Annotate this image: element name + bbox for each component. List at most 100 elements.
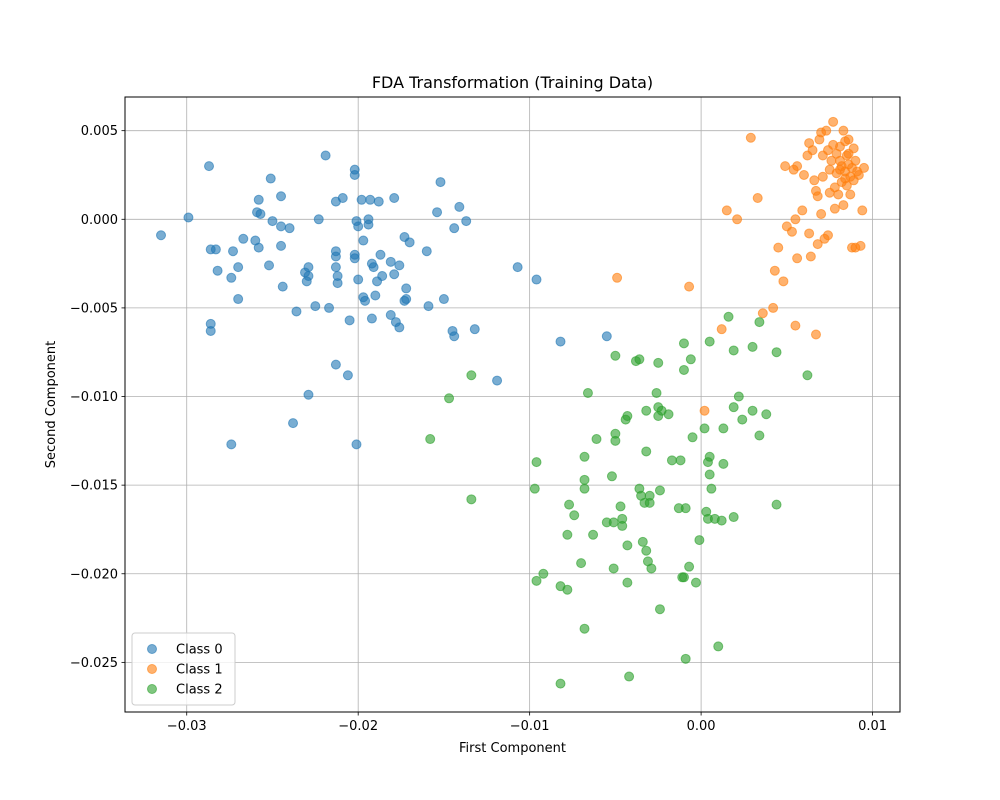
data-point-class-1: [797, 205, 808, 216]
legend-marker: [147, 664, 157, 674]
data-point-class-2: [529, 483, 540, 494]
data-point-class-0: [404, 237, 415, 248]
data-point-class-1: [745, 132, 756, 143]
data-point-class-0: [330, 251, 341, 262]
data-point-class-2: [704, 469, 715, 480]
legend-marker: [147, 684, 157, 694]
data-point-class-2: [690, 577, 701, 588]
data-point-class-2: [651, 387, 662, 398]
x-tick-label: 0.01: [858, 719, 887, 734]
data-point-class-0: [264, 260, 275, 271]
data-point-class-2: [579, 483, 590, 494]
data-point-class-2: [641, 405, 652, 416]
data-point-class-1: [850, 155, 861, 166]
axis-ticks: −0.03 −0.02 −0.01 0.00 0.01 0.005 0.000 −0.005 −…: [70, 124, 887, 734]
data-point-class-2: [704, 451, 715, 462]
x-axis-label: First Component: [459, 741, 566, 756]
data-point-class-1: [838, 125, 849, 136]
data-point-class-2: [694, 535, 705, 546]
data-point-class-0: [303, 262, 314, 273]
data-point-class-0: [366, 313, 377, 324]
data-point-class-0: [324, 302, 335, 313]
data-point-class-1: [810, 329, 821, 340]
y-axis-label: Second Component: [44, 341, 59, 468]
data-point-class-0: [288, 418, 299, 429]
data-point-class-2: [531, 457, 542, 468]
data-point-class-1: [838, 200, 849, 211]
legend-label: Class 2: [176, 683, 223, 698]
data-point-class-2: [704, 336, 715, 347]
data-point-class-0: [337, 193, 348, 204]
data-point-class-1: [790, 214, 801, 225]
data-point-class-0: [377, 271, 388, 282]
data-point-class-2: [617, 520, 628, 531]
data-point-class-2: [754, 317, 765, 328]
data-point-class-0: [449, 331, 460, 342]
data-point-class-0: [226, 272, 237, 283]
data-point-class-2: [538, 568, 549, 579]
data-point-class-0: [291, 306, 302, 317]
data-point-class-2: [641, 545, 652, 556]
data-point-class-0: [421, 246, 432, 257]
legend-box: [131, 632, 236, 706]
data-point-class-0: [353, 274, 364, 285]
data-point-class-2: [634, 354, 645, 365]
data-point-class-2: [761, 409, 772, 420]
chart-title: FDA Transformation (Training Data): [372, 73, 653, 92]
data-point-class-0: [438, 294, 449, 305]
data-point-class-0: [449, 223, 460, 234]
data-point-class-2: [718, 423, 729, 434]
data-point-class-2: [675, 455, 686, 466]
legend: Class 0 Class 1 Class 2: [131, 632, 236, 706]
data-point-class-0: [255, 208, 266, 219]
data-point-class-2: [608, 563, 619, 574]
data-point-class-0: [267, 216, 278, 227]
data-point-class-0: [276, 191, 287, 202]
data-point-class-0: [303, 271, 314, 282]
data-point-class-2: [579, 623, 590, 634]
data-point-class-1: [721, 205, 732, 216]
data-point-class-2: [588, 529, 599, 540]
y-tick-label: −0.020: [70, 567, 118, 582]
data-point-class-1: [780, 161, 791, 172]
data-point-class-1: [716, 324, 727, 335]
data-point-class-1: [805, 251, 816, 262]
data-point-class-1: [769, 265, 780, 276]
data-point-class-1: [843, 134, 854, 145]
data-points: [156, 116, 869, 689]
data-point-class-2: [606, 471, 617, 482]
data-point-class-0: [156, 230, 167, 241]
data-point-class-0: [205, 325, 216, 336]
y-tick-label: −0.015: [70, 479, 118, 494]
data-point-class-2: [610, 435, 621, 446]
x-tick-label: −0.02: [338, 719, 378, 734]
data-point-class-2: [641, 446, 652, 457]
data-point-class-0: [342, 370, 353, 381]
data-point-class-2: [747, 405, 758, 416]
data-point-class-0: [276, 221, 287, 232]
data-point-class-1: [684, 281, 695, 292]
data-point-class-1: [807, 145, 818, 156]
data-point-class-0: [389, 269, 400, 280]
data-point-class-0: [233, 262, 244, 273]
data-point-class-1: [829, 203, 840, 214]
data-point-class-1: [840, 173, 851, 184]
data-point-class-0: [310, 301, 321, 312]
plot-frame: [124, 96, 901, 713]
data-point-class-1: [752, 193, 763, 204]
data-point-class-2: [608, 517, 619, 528]
data-point-class-0: [330, 262, 341, 273]
data-point-class-0: [344, 315, 355, 326]
data-point-class-2: [564, 499, 575, 510]
data-point-class-1: [790, 320, 801, 331]
data-point-class-2: [644, 490, 655, 501]
data-point-class-2: [555, 678, 566, 689]
data-point-class-0: [363, 219, 374, 230]
data-point-class-0: [365, 194, 376, 205]
data-point-class-0: [454, 201, 465, 212]
legend-label: Class 1: [176, 663, 223, 678]
data-point-class-0: [373, 196, 384, 207]
data-point-class-2: [579, 474, 590, 485]
